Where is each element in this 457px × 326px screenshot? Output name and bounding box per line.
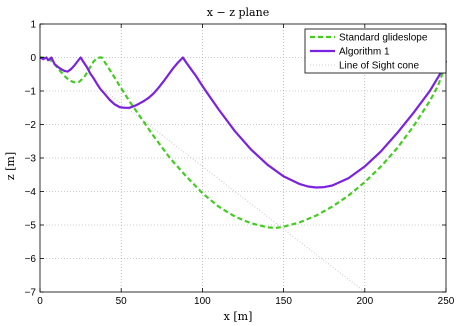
y-tick-label: −5 [25, 221, 37, 232]
x-tick-label: 100 [194, 296, 211, 307]
x-axis-label: x [m] [224, 310, 253, 323]
y-tick-label: 0 [30, 53, 36, 64]
legend: Standard glideslope Algorithm 1 Line of … [304, 28, 447, 74]
y-tick-label: −1 [25, 87, 37, 98]
series-los [104, 90, 366, 293]
y-tick-label: −2 [25, 120, 37, 131]
x-tick-label: 200 [356, 296, 373, 307]
x-tick-label: 150 [275, 296, 292, 307]
x-tick-label: 0 [37, 296, 43, 307]
series-algorithm [39, 56, 448, 189]
y-tick-label: −3 [25, 154, 37, 165]
legend-label-los: Line of Sight cone [339, 61, 419, 72]
series-layer [39, 56, 448, 293]
legend-label-algorithm: Algorithm 1 [339, 47, 390, 58]
series-glideslope [40, 56, 448, 230]
tick-labels: 0 50 100 150 200 250 1 0 −1 −2 −3 −4 −5 −6 −7 [25, 20, 455, 308]
y-tick-label: −4 [25, 187, 37, 198]
y-tick-label: −6 [25, 254, 37, 265]
y-axis-label: z [m] [4, 152, 17, 180]
axes [39, 23, 447, 293]
x-tick-label: 50 [116, 296, 128, 307]
legend-label-glideslope: Standard glideslope [339, 33, 428, 44]
x-tick-label: 250 [438, 296, 455, 307]
y-tick-label: −7 [25, 288, 37, 299]
y-tick-label: 1 [30, 20, 36, 31]
chart-title: x − z plane [207, 6, 269, 19]
